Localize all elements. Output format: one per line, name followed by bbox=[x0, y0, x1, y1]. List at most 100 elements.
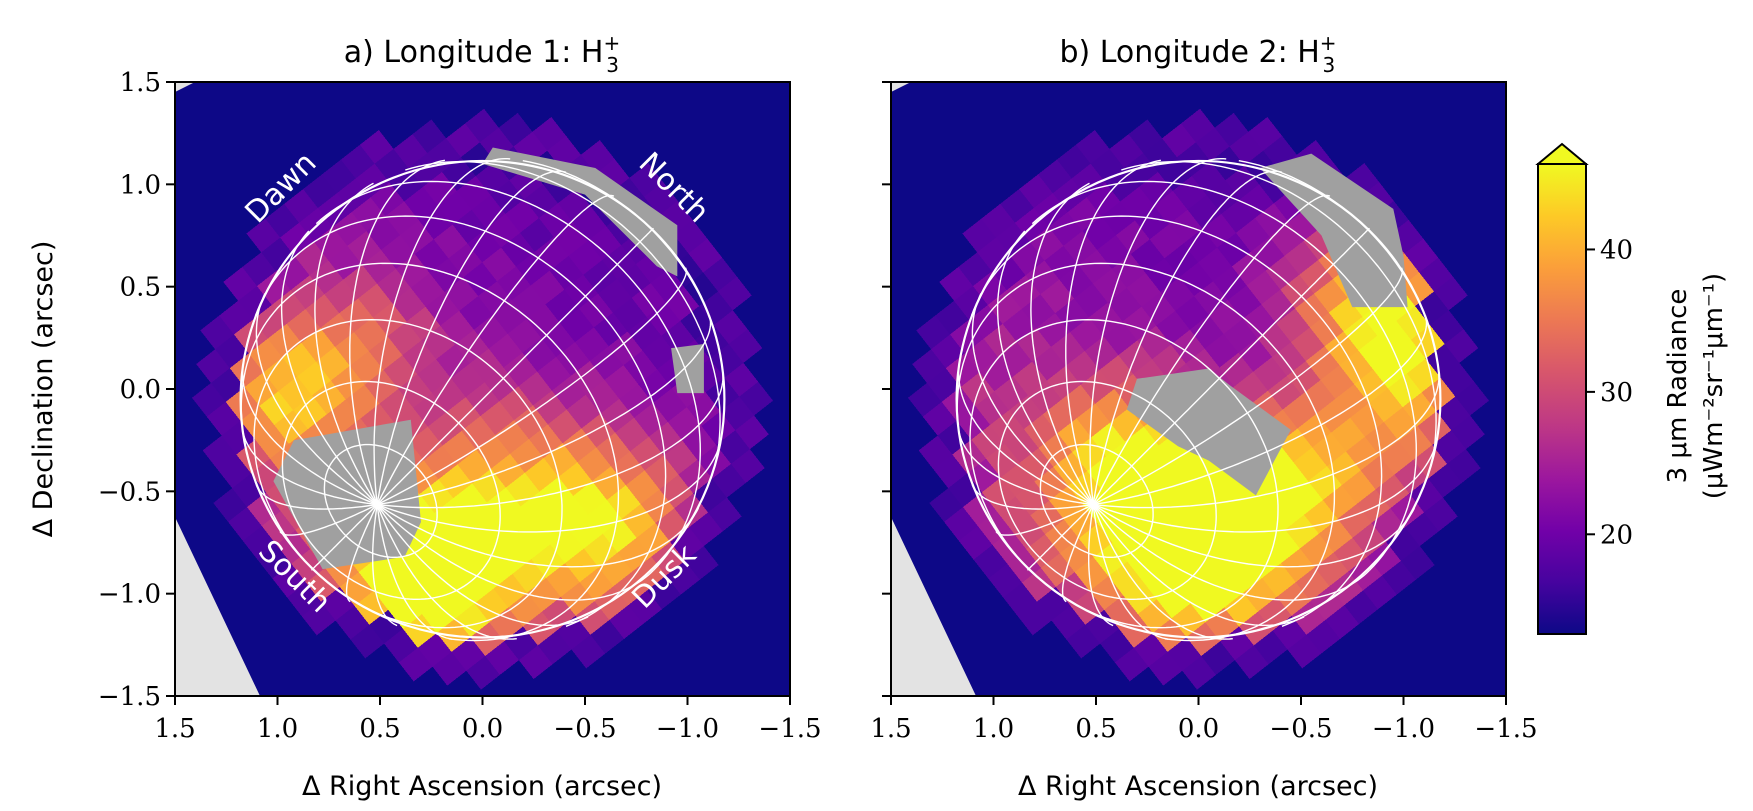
radiance-pixel bbox=[1091, 422, 1125, 457]
radiance-pixel bbox=[1186, 622, 1221, 656]
radiance-pixel bbox=[391, 287, 426, 322]
radiance-pixel bbox=[238, 286, 272, 320]
radiance-pixel bbox=[647, 575, 681, 610]
grid-line bbox=[995, 503, 1094, 536]
radiance-pixel bbox=[549, 255, 584, 290]
radiance-pixel bbox=[1363, 575, 1397, 610]
radiance-pixel bbox=[556, 342, 590, 376]
radiance-pixel bbox=[358, 557, 393, 591]
radiance-pixel bbox=[1130, 239, 1165, 274]
radiance-pixel bbox=[562, 428, 597, 463]
radiance-pixel bbox=[713, 310, 748, 344]
x-tick-label: 0.5 bbox=[359, 714, 400, 744]
colorbar-extend-arrow bbox=[1535, 142, 1589, 165]
radiance-pixel bbox=[1451, 415, 1485, 450]
radiance-pixel bbox=[1306, 620, 1341, 654]
radiance-pixel bbox=[1295, 293, 1329, 328]
grid-line bbox=[377, 371, 724, 509]
radiance-pixel bbox=[491, 453, 525, 488]
radiance-pixel bbox=[1213, 540, 1248, 574]
radiance-pixel bbox=[986, 443, 1020, 478]
radiance-pixel bbox=[1247, 544, 1281, 578]
radiance-pixel bbox=[373, 576, 408, 610]
radiance-pixel bbox=[1004, 429, 1039, 463]
grid-line bbox=[1093, 371, 1440, 509]
radiance-pixel bbox=[579, 567, 614, 602]
radiance-pixel bbox=[640, 489, 675, 523]
radiance-pixel bbox=[1289, 481, 1323, 515]
radiance-pixel bbox=[1149, 224, 1184, 259]
radiance-pixel bbox=[1208, 300, 1243, 334]
radiance-pixel bbox=[1126, 273, 1161, 307]
radiance-pixel bbox=[950, 319, 984, 354]
radiance-pixel bbox=[518, 371, 552, 406]
radiance-pixel bbox=[1162, 123, 1196, 158]
radiance-pixel bbox=[689, 512, 723, 547]
radiance-pixel bbox=[573, 481, 607, 515]
radiance-pixel bbox=[316, 346, 350, 381]
radiance-pixel bbox=[511, 285, 546, 320]
radiance-pixel bbox=[485, 641, 519, 675]
radiance-pixel bbox=[1114, 647, 1149, 682]
radiance-pixel bbox=[1350, 403, 1384, 437]
radiance-pixel bbox=[1251, 510, 1286, 545]
y-tick-label: 1.0 bbox=[120, 170, 161, 200]
radiance-pixel bbox=[284, 189, 318, 223]
radiance-pixel bbox=[1145, 258, 1180, 292]
radiance-pixel bbox=[1429, 310, 1464, 344]
colorbar-tick-label: 40 bbox=[1600, 235, 1633, 265]
radiance-pixel bbox=[475, 161, 510, 195]
grid-line bbox=[255, 484, 378, 510]
grid-line bbox=[241, 429, 378, 506]
x-tick-label: −1.5 bbox=[758, 714, 821, 744]
radiance-pixel bbox=[1195, 127, 1230, 162]
radiance-pixel bbox=[1202, 213, 1236, 248]
radiance-pixel bbox=[498, 112, 533, 147]
radiance-pixel bbox=[1139, 445, 1174, 480]
radiance-pixel bbox=[1167, 637, 1202, 671]
radiance-pixel bbox=[1405, 512, 1439, 547]
radiance-pixel bbox=[398, 374, 432, 408]
radiance-pixel bbox=[1089, 576, 1124, 610]
radiance-pixel bbox=[598, 279, 632, 313]
radiance-pixel bbox=[581, 413, 616, 448]
radiance-pixel bbox=[242, 526, 277, 560]
radiance-pixel bbox=[263, 357, 298, 392]
radiance-pixel bbox=[520, 491, 555, 526]
radiance-pixel bbox=[971, 424, 1005, 459]
radiance-pixel bbox=[1285, 514, 1319, 549]
radiance-pixel bbox=[358, 283, 392, 318]
radiance-pixel bbox=[455, 603, 490, 638]
radiance-pixel bbox=[1011, 515, 1046, 550]
radiance-pixel bbox=[427, 411, 462, 446]
radiance-pixel bbox=[340, 144, 375, 179]
radiance-pixel bbox=[383, 355, 418, 389]
radiance-pixel bbox=[196, 349, 230, 383]
radiance-pixel bbox=[533, 390, 567, 425]
radiance-pixel bbox=[202, 435, 237, 470]
panel-a-title-sup: + bbox=[603, 31, 620, 55]
radiance-pixel bbox=[926, 368, 961, 402]
radiance-pixel bbox=[918, 435, 953, 470]
radiance-pixel bbox=[1284, 241, 1319, 275]
panel-a-blank-corner bbox=[175, 517, 260, 696]
radiance-pixel bbox=[518, 645, 553, 680]
radiance-pixel bbox=[523, 611, 557, 646]
radiance-pixel bbox=[1153, 190, 1188, 225]
radiance-pixel bbox=[297, 361, 331, 396]
radiance-pixel bbox=[510, 439, 544, 473]
radiance-pixel bbox=[718, 276, 752, 311]
radiance-pixel bbox=[335, 605, 370, 640]
radiance-pixel bbox=[1183, 228, 1218, 263]
radiance-pixel bbox=[1168, 209, 1203, 244]
radiance-pixel bbox=[1187, 195, 1222, 229]
radiance-pixel bbox=[482, 247, 516, 282]
radiance-pixel bbox=[255, 424, 289, 459]
radiance-pixel bbox=[459, 296, 493, 330]
radiance-pixel bbox=[1417, 411, 1452, 445]
radiance-pixel bbox=[448, 243, 483, 278]
radiance-pixel bbox=[638, 369, 672, 404]
radiance-pixel bbox=[1343, 316, 1378, 351]
radiance-pixel bbox=[1084, 336, 1119, 370]
grid-line bbox=[1065, 159, 1162, 505]
